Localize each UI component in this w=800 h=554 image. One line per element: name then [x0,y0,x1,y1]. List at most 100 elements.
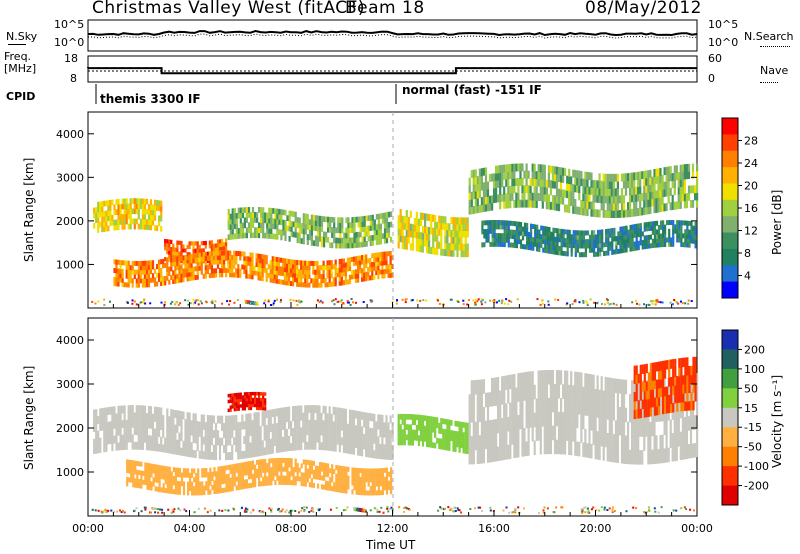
power-cell [515,225,518,231]
power-cell [680,237,683,243]
velocity-cell [519,400,522,416]
power-cell [541,200,544,209]
power-cell [229,272,232,278]
velocity-cell [346,423,349,432]
power-cell [200,269,203,275]
power-cell [582,230,585,236]
velocity-cell [383,481,387,486]
velocity-cell [452,430,455,437]
power-cell [686,233,689,239]
velocity-cell [239,429,242,438]
velocity-cell [134,478,137,484]
velocity-cell [125,441,128,450]
power-cell [472,184,475,193]
power-cell [690,234,693,240]
power-cell [532,241,535,247]
power-cell [411,230,414,238]
velocity-cell [373,477,376,483]
velocity-cell [655,435,658,450]
velocity-cell [151,428,155,437]
power-cell [671,194,674,203]
power-cell [342,271,345,277]
velocity-cell [363,481,366,487]
velocity-cell [130,460,133,465]
velocity-cell [509,444,512,459]
power-cell [604,195,607,204]
velocity-cell [665,434,668,449]
power-cell [478,175,481,184]
velocity-cell [351,480,354,486]
power-cell [129,265,132,271]
power-cell [491,237,494,243]
power-cell [507,186,510,194]
power-cell [440,248,443,256]
velocity-cell [136,478,139,484]
power-cell [200,265,203,271]
power-cell [154,277,157,283]
power-cell [164,301,167,304]
power-cell [546,231,549,236]
power-cell [510,300,513,303]
velocity-cell [608,391,611,407]
velocity-cell [134,482,137,488]
power-cell [338,272,341,278]
velocity-cell [267,409,270,418]
power-cell [570,238,573,244]
power-cell [419,245,423,253]
velocity-cell [553,425,557,441]
velocity-cell [156,406,159,415]
velocity-cell [480,435,483,450]
power-cell [556,237,559,242]
power-cell [105,210,108,217]
power-cell [619,235,622,241]
velocity-cell [568,426,571,442]
velocity-cell [294,467,297,473]
velocity-cell [448,429,451,436]
power-cell [245,232,248,239]
velocity-cell [417,440,421,447]
velocity-cell [627,435,630,451]
power-cell [627,238,630,244]
velocity-cell [194,413,197,422]
power-cell [596,194,599,203]
velocity-cell [154,486,157,492]
power-cell [103,200,106,207]
power-cell [278,214,281,220]
power-cell [385,251,388,257]
power-cell [192,245,195,250]
power-cell [149,204,153,210]
velocity-cell [576,413,579,429]
power-cell [450,216,453,224]
power-cell [288,236,291,242]
power-cell [631,187,634,195]
power-cell [545,179,548,188]
velocity-cell [545,397,548,413]
power-cell [468,177,471,186]
power-cell [270,304,272,306]
velocity-cell [256,391,259,396]
power-cell [606,210,609,218]
power-cell [333,303,336,306]
velocity-cell [241,395,244,399]
power-cell [342,302,345,305]
power-cell [627,180,630,189]
power-cell [365,241,368,247]
power-cell [531,170,534,179]
velocity-cell [184,441,187,450]
power-cell [275,265,278,271]
power-cell [342,262,345,268]
power-cell [172,274,175,280]
velocity-cell [208,429,211,438]
power-cell [177,304,180,306]
power-cell [669,166,672,174]
velocity-cell [493,433,496,448]
velocity-cell [270,458,273,464]
velocity-cell [359,418,362,427]
power-cell [523,192,526,201]
power-cell [574,177,577,186]
velocity-cell [596,375,599,390]
power-cell [314,215,318,221]
power-cell [103,221,106,227]
velocity-cell [290,428,293,437]
